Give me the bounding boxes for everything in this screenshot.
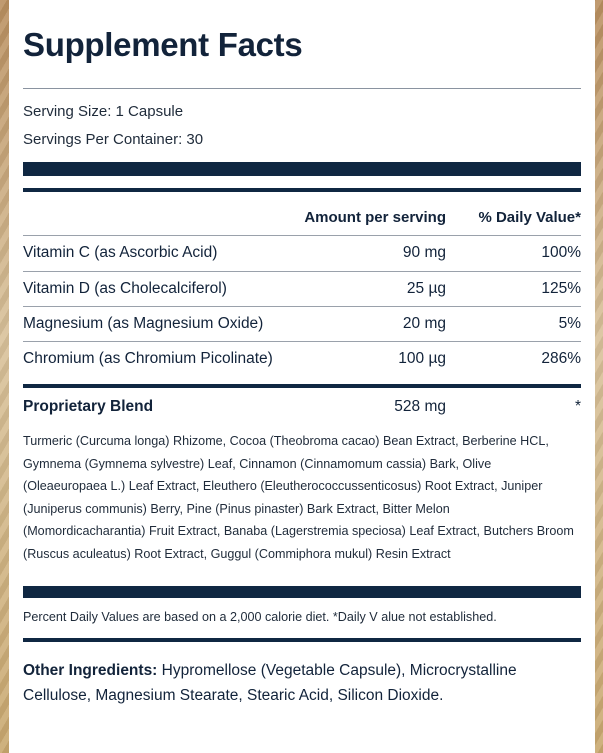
blend-daily-value: * xyxy=(574,398,581,415)
nutrient-row: Vitamin C (as Ascorbic Acid) 90 mg 100% xyxy=(23,236,581,271)
nutrient-name: Chromium (as Chromium Picolinate) xyxy=(23,350,273,367)
serving-size: Serving Size: 1 Capsule xyxy=(23,103,184,120)
nutrient-daily-value: 100% xyxy=(541,244,581,261)
nutrient-daily-value: 125% xyxy=(541,280,581,297)
divider xyxy=(23,88,581,89)
nutrient-amount: 90 mg xyxy=(402,244,446,261)
thick-divider-secondary xyxy=(23,188,581,192)
nutrient-row: Magnesium (as Magnesium Oxide) 20 mg 5% xyxy=(23,307,581,342)
thick-divider xyxy=(23,586,581,598)
nutrient-amount: 25 µg xyxy=(406,280,446,297)
nutrient-name: Vitamin D (as Cholecalciferol) xyxy=(23,280,227,297)
nutrient-amount: 20 mg xyxy=(402,315,446,332)
footnote-divider xyxy=(23,638,581,642)
other-ingredients-label: Other Ingredients: xyxy=(23,662,158,679)
row-divider xyxy=(23,341,581,342)
blend-amount: 528 mg xyxy=(394,398,446,415)
nutrient-row: Chromium (as Chromium Picolinate) 100 µg… xyxy=(23,342,581,377)
other-ingredients-text: Hypromellose (Vegetable Capsule), Microc… xyxy=(23,662,517,704)
nutrient-daily-value: 286% xyxy=(541,350,581,367)
nutrient-row: Vitamin D (as Cholecalciferol) 25 µg 125… xyxy=(23,272,581,307)
nutrient-name: Vitamin C (as Ascorbic Acid) xyxy=(23,244,218,261)
row-divider xyxy=(23,271,581,272)
daily-value-column-header: % Daily Value* xyxy=(478,209,581,226)
amount-column-header: Amount per serving xyxy=(304,209,446,226)
other-ingredients: Other Ingredients: Hypromellose (Vegetab… xyxy=(23,658,583,708)
nutrient-daily-value: 5% xyxy=(558,315,581,332)
nutrient-amount: 100 µg xyxy=(398,350,446,367)
servings-per-container: Servings Per Container: 30 xyxy=(23,131,204,148)
nutrient-name: Magnesium (as Magnesium Oxide) xyxy=(23,315,264,332)
row-divider xyxy=(23,306,581,307)
blend-name: Proprietary Blend xyxy=(23,398,154,415)
thick-divider xyxy=(23,162,581,176)
supplement-facts-panel: Supplement Facts Serving Size: 1 Capsule… xyxy=(9,0,595,753)
row-divider xyxy=(23,235,581,236)
blend-divider xyxy=(23,384,581,388)
blend-ingredients: Turmeric (Curcuma longa) Rhizome, Cocoa … xyxy=(23,434,574,561)
daily-value-footnote: Percent Daily Values are based on a 2,00… xyxy=(23,610,497,624)
panel-title: Supplement Facts xyxy=(23,26,303,63)
